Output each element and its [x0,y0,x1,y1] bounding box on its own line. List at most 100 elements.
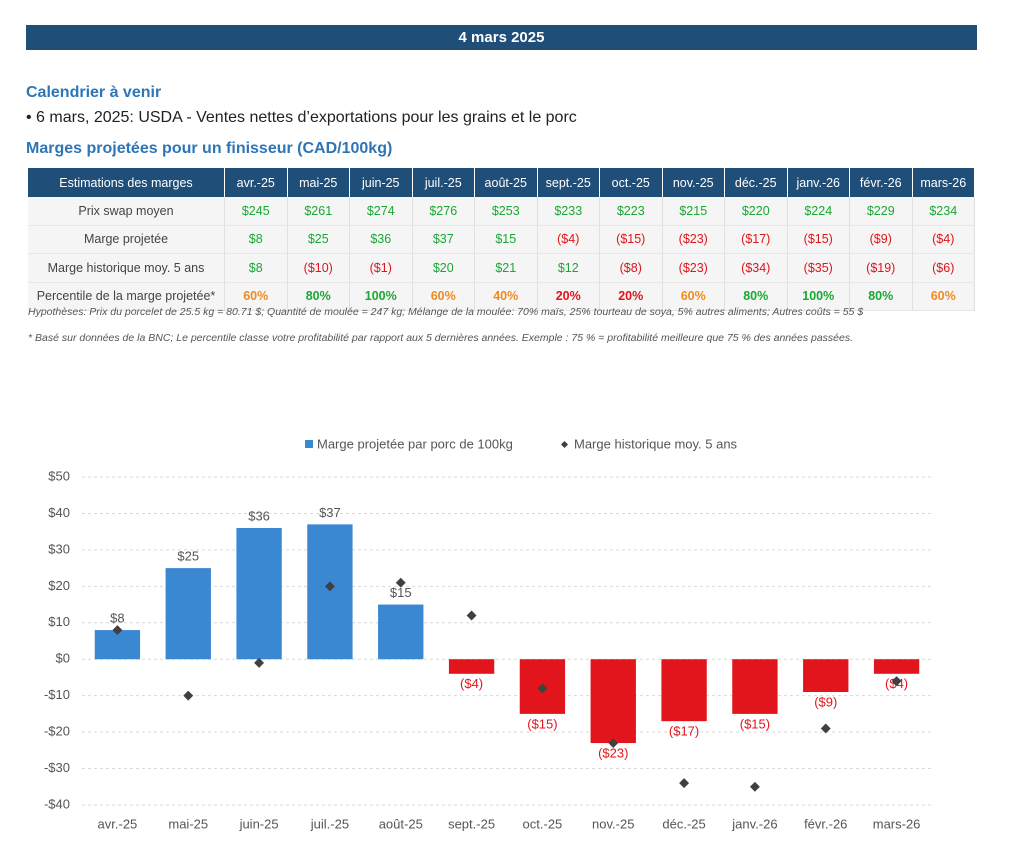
x-tick-label: déc.-25 [662,816,705,831]
column-header: sept.-25 [537,168,600,197]
cell: ($15) [599,225,663,254]
cell: $229 [849,197,913,226]
column-header: mai-25 [287,168,350,197]
cell: ($17) [724,225,788,254]
table-row: Marge historique moy. 5 ans $8 ($10) ($1) $2… [28,253,975,283]
data-label: ($23) [598,745,628,760]
cell: 60% [912,282,975,311]
x-tick-label: avr.-25 [98,816,138,831]
x-tick-label: août-25 [379,816,423,831]
bar [448,659,495,674]
cell: 60% [662,282,725,311]
cell: ($10) [287,253,350,283]
calendar-item: 6 mars, 2025: USDA - Ventes nettes d’exp… [26,109,577,127]
column-header: oct.-25 [599,168,663,197]
bar [732,659,778,714]
cell: $21 [474,253,538,283]
cell: $15 [474,225,538,254]
x-tick-label: nov.-25 [592,816,634,831]
column-header: août-25 [474,168,538,197]
cell: $223 [599,197,663,226]
legend-label: Marge projetée par porc de 100kg [317,436,513,451]
cell: ($9) [849,225,913,254]
x-tick-label: juin-25 [239,816,279,831]
cell: 20% [537,282,600,311]
data-label: ($9) [814,694,837,709]
marker [537,683,548,694]
column-header: févr.-26 [849,168,913,197]
bar [803,659,849,693]
x-tick-label: juil.-25 [310,816,349,831]
legend-swatch [560,440,569,449]
bar [590,659,636,744]
marker [679,778,690,789]
cell: 80% [287,282,350,311]
table-row: Percentile de la marge projetée* 60% 80% 10… [28,282,975,311]
bar [661,659,707,722]
row-label: Marge historique moy. 5 ans [28,253,225,283]
column-header: juil.-25 [412,168,475,197]
bar [307,524,353,660]
cell: $276 [412,197,475,226]
legend-swatch [305,440,313,448]
column-header: juin-25 [349,168,413,197]
data-label: ($15) [740,716,770,731]
y-tick-label: $20 [48,578,70,593]
cell: ($4) [912,225,975,254]
cell: ($15) [787,225,850,254]
row-label: Marge projetée [28,225,225,254]
cell: $274 [349,197,413,226]
data-label: ($4) [460,676,483,691]
cell: ($19) [849,253,913,283]
marker [466,610,477,621]
cell: ($23) [662,225,725,254]
marker [749,781,760,792]
cell: $37 [412,225,475,254]
table-title: Marges projetées pour un finisseur (CAD/… [26,140,393,157]
cell: $12 [537,253,600,283]
table-row: Marge projetée $8 $25 $36 $37 $15 ($4) ($15) ($2… [28,225,975,254]
y-tick-label: -$40 [44,796,70,811]
cell: 40% [474,282,538,311]
data-label: $25 [177,549,199,564]
bar [236,528,282,660]
data-label: ($15) [527,716,557,731]
cell: ($8) [599,253,663,283]
cell: $234 [912,197,975,226]
cell: $261 [287,197,350,226]
margin-table: Estimations des marges avr.-25 mai-25 juin-… [28,168,975,311]
column-header: Estimations des marges [28,168,225,197]
y-tick-label: $10 [48,614,70,629]
cell: $215 [662,197,725,226]
cell: ($1) [349,253,413,283]
cell: 60% [224,282,288,311]
cell: 80% [849,282,913,311]
cell: $8 [224,253,288,283]
legend-label: Marge historique moy. 5 ans [574,436,738,451]
bar [165,568,211,660]
y-tick-label: $0 [56,651,70,666]
column-header: avr.-25 [224,168,288,197]
table-row: Prix swap moyen $245 $261 $274 $276 $253 $233 $… [28,197,975,226]
cell: $36 [349,225,413,254]
data-label: $36 [248,508,270,523]
marker [820,723,831,734]
row-label: Percentile de la marge projetée* [28,282,225,311]
y-tick-label: -$30 [44,760,70,775]
chart: -$40 -$30 -$20 -$10 $0 $10 $20 $30 $40 $50 Marge p… [44,436,932,831]
cell: ($6) [912,253,975,283]
y-tick-label: $50 [48,468,70,483]
x-tick-label: janv.-26 [731,816,777,831]
cell: 100% [787,282,850,311]
cell: $253 [474,197,538,226]
cell: $8 [224,225,288,254]
cell: ($4) [537,225,600,254]
column-header: janv.-26 [787,168,850,197]
calendar-title: Calendrier à venir [26,84,162,101]
x-tick-label: oct.-25 [523,816,563,831]
cell: ($23) [662,253,725,283]
note: Hypothèses: Prix du porcelet de 25.5 kg … [28,306,864,318]
cell: ($34) [724,253,788,283]
column-header: déc.-25 [724,168,788,197]
column-header: nov.-25 [662,168,725,197]
